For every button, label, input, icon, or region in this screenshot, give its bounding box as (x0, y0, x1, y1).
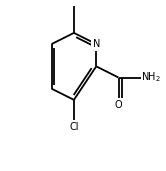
Text: NH$_2$: NH$_2$ (141, 71, 161, 84)
Text: O: O (115, 100, 122, 110)
Text: Cl: Cl (69, 122, 79, 132)
Text: N: N (93, 39, 100, 49)
